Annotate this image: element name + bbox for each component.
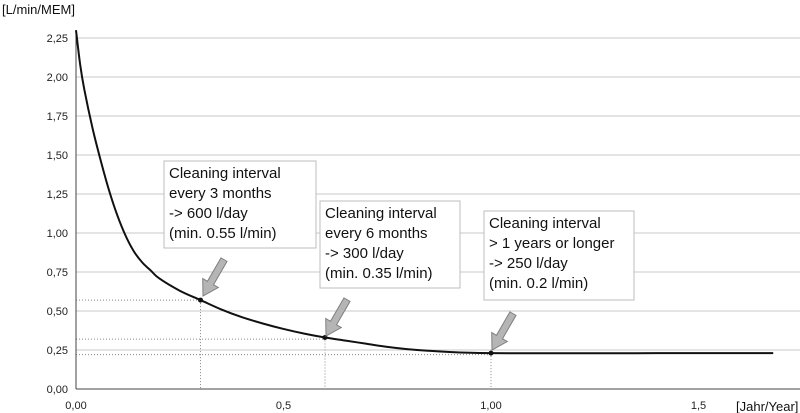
- annotation-text: Cleaning interval: [489, 215, 601, 232]
- y-tick-label: 1,00: [47, 228, 68, 240]
- annotation-text: -> 600 l/day: [169, 205, 248, 222]
- arrow-icon: [491, 311, 517, 351]
- y-tick-label: 1,50: [47, 150, 68, 162]
- x-tick-labels: 0,00 0,5 1,00 1,5: [65, 400, 706, 412]
- annotation-box: [163, 160, 317, 249]
- y-tick-label: 0,25: [47, 345, 68, 357]
- data-point: [198, 297, 203, 303]
- arrow-icon: [325, 297, 351, 337]
- series-line: [75, 30, 774, 355]
- y-tick-labels: 0,00 0,25 0,50 0,75 1,00 1,25 1,50 1,75 2,00 2,25: [47, 33, 68, 396]
- annotation-text: Cleaning interval: [169, 165, 281, 182]
- y-tick-label: 1,75: [47, 111, 68, 123]
- y-tick-label: 0,00: [47, 384, 68, 396]
- x-tick-label: 0,00: [65, 400, 86, 412]
- axes: [75, 30, 800, 390]
- annotations: Cleaning interval every 3 months -> 600 l/…: [163, 160, 635, 351]
- marker-guides: [76, 299, 492, 389]
- annotation-text: -> 250 l/day: [489, 255, 568, 272]
- y-tick-label: 0,50: [47, 306, 68, 318]
- annotation-text: > 1 years or longer: [489, 235, 615, 252]
- annotation-text: (min. 0.35 l/min): [325, 265, 433, 282]
- annotation-text: -> 300 l/day: [325, 245, 404, 262]
- annotation-text: every 6 months: [325, 225, 428, 242]
- x-tick-label: 1,00: [480, 400, 501, 412]
- x-axis-label: [Jahr/Year]: [736, 399, 798, 413]
- y-tick-label: 2,00: [47, 72, 68, 84]
- x-tick-label: 0,5: [276, 400, 291, 412]
- annotation-text: (min. 0.2 l/min): [489, 275, 588, 292]
- y-tick-label: 0,75: [47, 267, 68, 279]
- annotation-text: (min. 0.55 l/min): [169, 225, 277, 242]
- y-tick-label: 2,25: [47, 33, 68, 45]
- arrow-icon: [202, 257, 228, 297]
- data-point: [488, 350, 494, 356]
- annotation-box: [319, 200, 461, 289]
- y-axis-label: [L/min/MEM]: [2, 2, 75, 17]
- x-tick-label: 1,5: [691, 400, 706, 412]
- annotation-text: Cleaning interval: [325, 205, 437, 222]
- annotation-box: [483, 210, 635, 301]
- annotation-text: every 3 months: [169, 185, 272, 202]
- y-tick-label: 1,25: [47, 189, 68, 201]
